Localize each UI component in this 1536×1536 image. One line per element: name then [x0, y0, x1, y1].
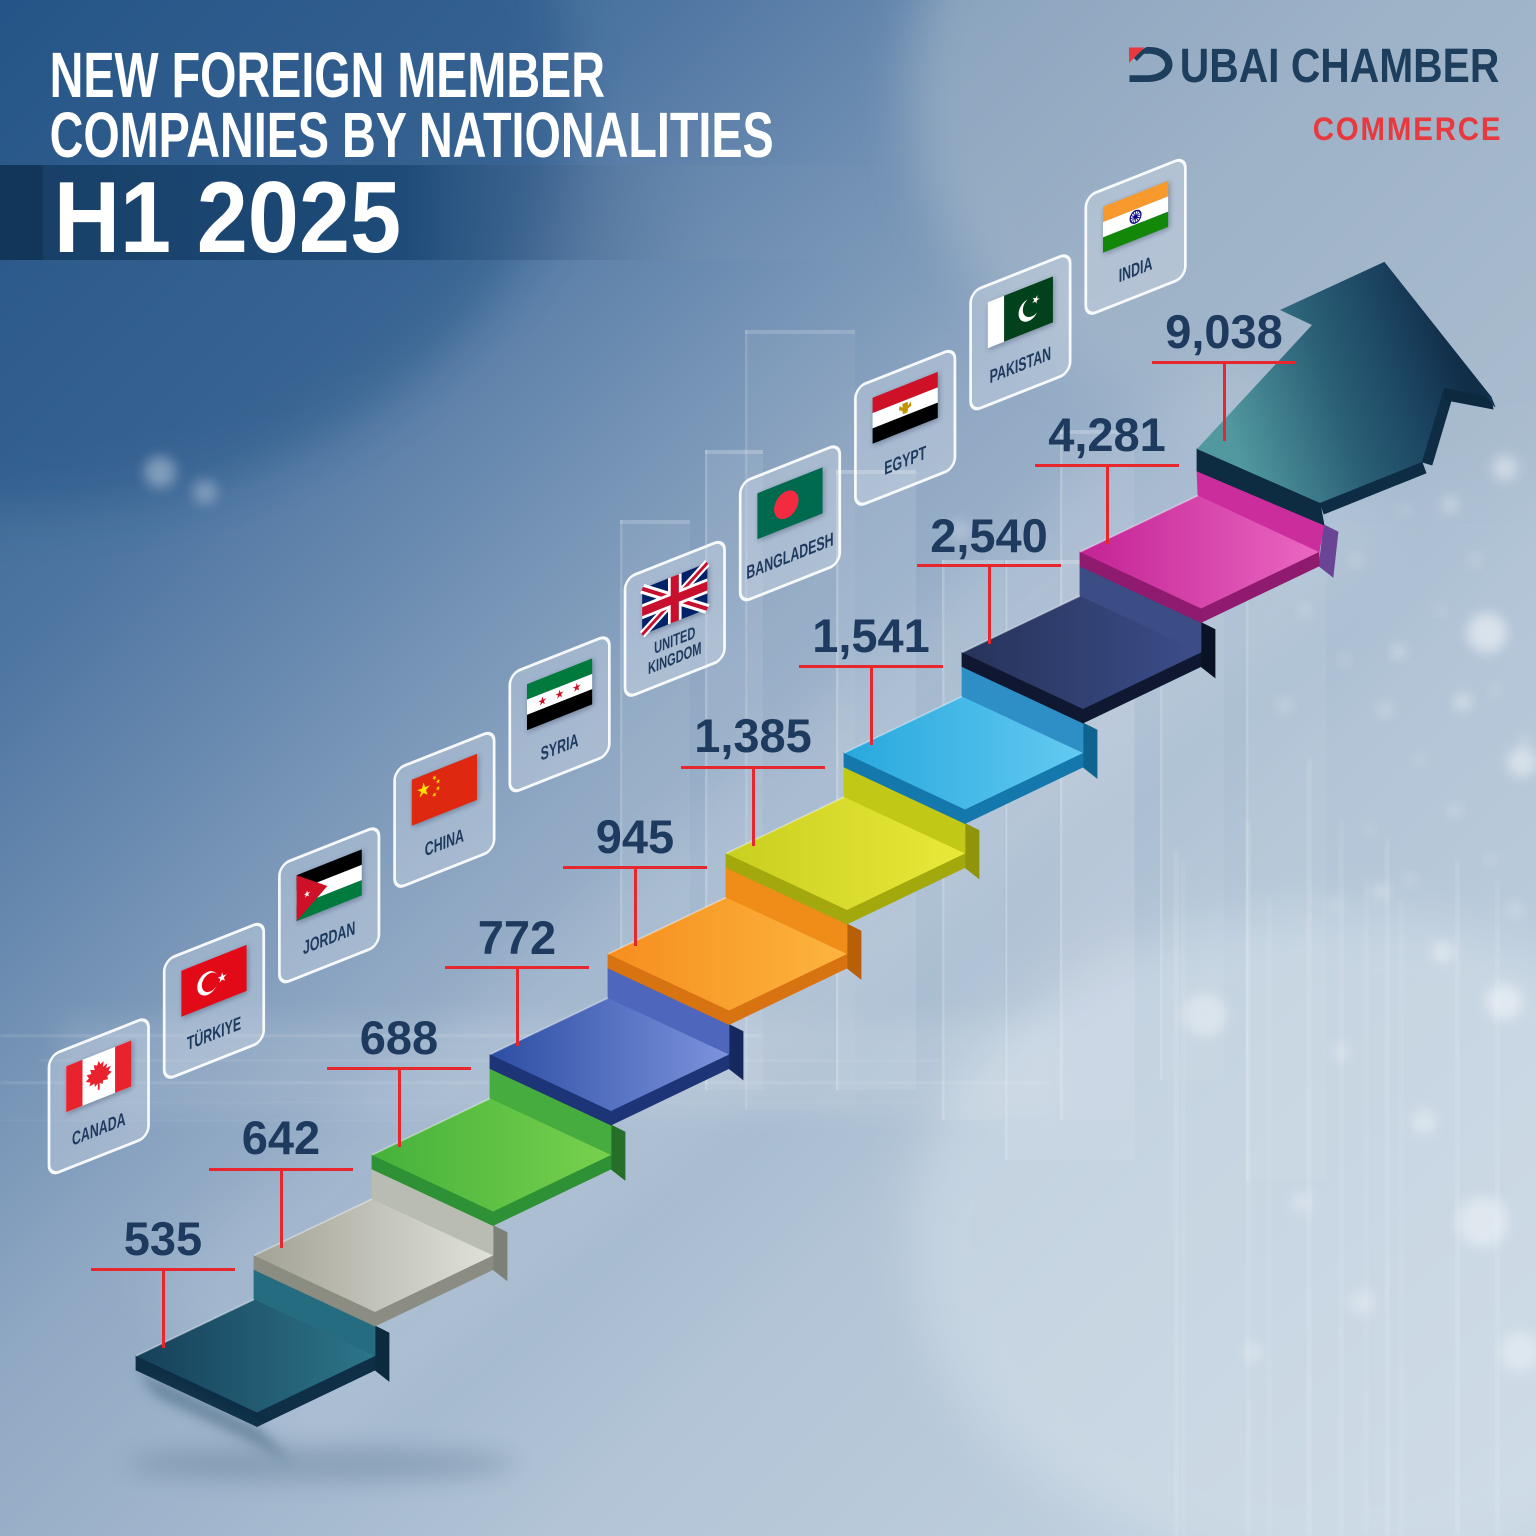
- svg-text:2,540: 2,540: [930, 509, 1048, 562]
- svg-text:H1 2025: H1 2025: [54, 162, 401, 274]
- svg-text:UBAI CHAMBER: UBAI CHAMBER: [1180, 40, 1499, 93]
- svg-text:COMMERCE: COMMERCE: [1313, 111, 1503, 147]
- svg-text:NEW FOREIGN MEMBER: NEW FOREIGN MEMBER: [50, 39, 605, 111]
- svg-text:4,281: 4,281: [1048, 408, 1166, 461]
- svg-text:COMPANIES BY NATIONALITIES: COMPANIES BY NATIONALITIES: [50, 99, 774, 171]
- svg-text:642: 642: [242, 1111, 320, 1164]
- svg-text:688: 688: [360, 1011, 438, 1064]
- svg-text:1,541: 1,541: [812, 609, 930, 662]
- svg-text:9,038: 9,038: [1165, 305, 1283, 358]
- svg-text:535: 535: [124, 1212, 202, 1265]
- svg-text:1,385: 1,385: [694, 709, 812, 762]
- svg-text:772: 772: [478, 911, 556, 964]
- svg-text:945: 945: [596, 810, 674, 863]
